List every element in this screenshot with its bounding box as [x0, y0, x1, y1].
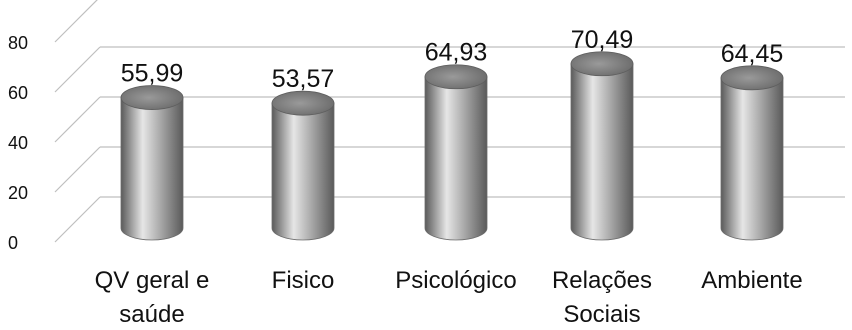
bar-body — [570, 63, 634, 241]
y-tick-label: 40 — [8, 133, 28, 153]
bar-top — [271, 90, 335, 116]
bar — [424, 64, 488, 241]
bar-body — [120, 97, 184, 241]
bar-top — [424, 64, 488, 90]
bar-body — [424, 76, 488, 241]
gridline-diagonal — [54, 96, 101, 143]
bar-top — [570, 51, 634, 77]
data-label: 64,45 — [721, 40, 784, 68]
gridline-diagonal — [54, 196, 101, 243]
category-label: Relações — [552, 267, 652, 294]
bar-top — [720, 65, 784, 91]
category-label: Psicológico — [395, 267, 516, 294]
data-label: 55,99 — [121, 60, 184, 88]
gridline-diagonal — [54, 146, 101, 193]
gridline-diagonal — [54, 46, 101, 93]
data-label: 70,49 — [571, 26, 634, 54]
category-label: saúde — [119, 301, 184, 328]
y-tick-label: 60 — [8, 83, 28, 103]
y-tick-label: 80 — [8, 33, 28, 53]
category-label: Ambiente — [701, 267, 802, 294]
category-label: Fisico — [272, 267, 335, 294]
bar — [271, 90, 335, 241]
bar — [570, 51, 634, 241]
bar — [120, 85, 184, 241]
y-tick-label: 0 — [8, 233, 18, 253]
data-label: 53,57 — [272, 65, 335, 93]
category-label: Sociais — [563, 301, 640, 328]
bars — [120, 51, 784, 241]
gridline-diagonal — [54, 0, 98, 43]
data-labels: 55,99 53,57 64,93 70,49 64,45 — [121, 26, 784, 93]
bar-top — [120, 85, 184, 110]
bar-body — [720, 77, 784, 241]
x-axis-categories: QV geral e saúde Fisico Psicológico Relações… — [95, 267, 803, 328]
y-axis-ticks: 0 20 40 60 80 — [8, 33, 28, 253]
category-label: QV geral e — [95, 267, 210, 294]
data-label: 64,93 — [425, 39, 488, 67]
bar-body — [271, 102, 335, 241]
bar — [720, 65, 784, 241]
y-tick-label: 20 — [8, 183, 28, 203]
